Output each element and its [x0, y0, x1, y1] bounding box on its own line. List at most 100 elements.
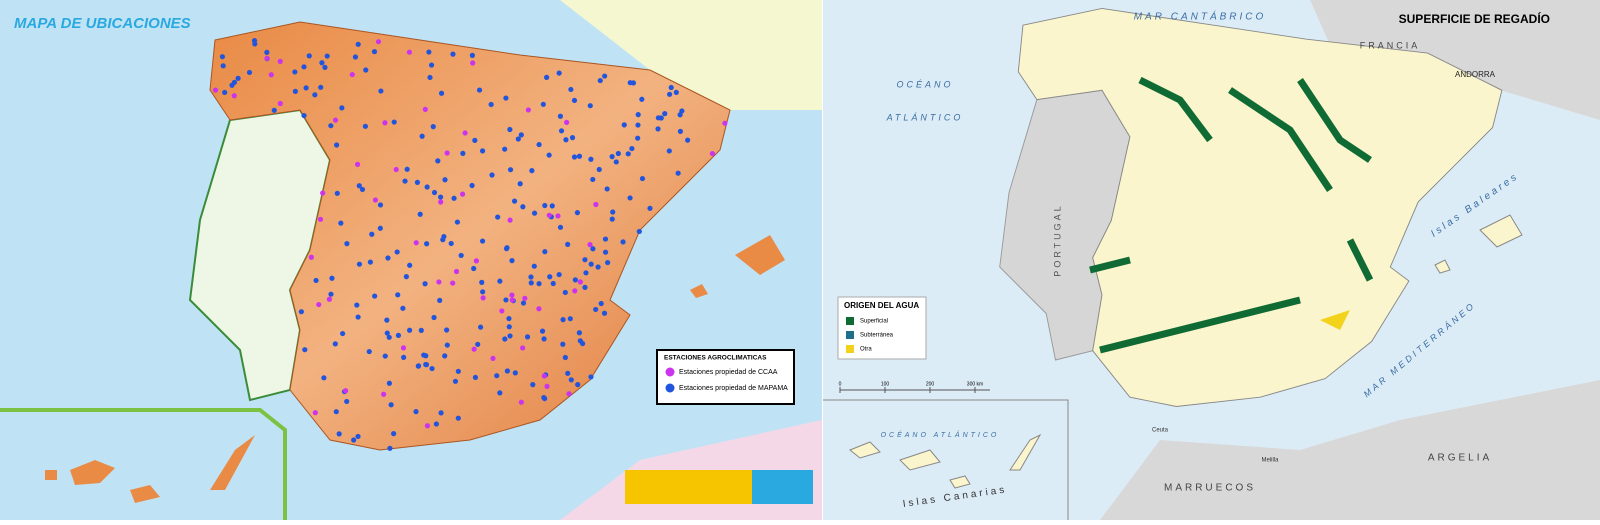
station [539, 328, 546, 334]
station [355, 433, 361, 440]
station [444, 327, 450, 333]
station [601, 310, 608, 316]
station [509, 258, 515, 264]
station [406, 49, 412, 55]
station [371, 49, 378, 55]
station [518, 399, 524, 405]
station [568, 86, 574, 93]
station [312, 92, 318, 98]
station [349, 71, 355, 78]
station [419, 133, 425, 139]
station [509, 292, 515, 298]
station [421, 352, 427, 358]
station [473, 258, 479, 264]
station [344, 398, 350, 405]
station [301, 112, 307, 119]
station [541, 373, 547, 379]
station [479, 148, 486, 154]
station [231, 79, 238, 85]
station [362, 123, 369, 129]
station [407, 327, 413, 333]
station [264, 55, 270, 61]
station [590, 246, 596, 252]
station [625, 151, 631, 157]
station [639, 96, 645, 102]
legend-label: Superficial [860, 319, 888, 325]
station [529, 168, 535, 174]
station [328, 291, 334, 297]
station [367, 259, 373, 265]
station [613, 159, 619, 165]
station [662, 111, 668, 117]
station [547, 274, 553, 280]
station [363, 67, 369, 73]
station [442, 177, 448, 183]
station [435, 158, 441, 164]
station [329, 275, 335, 281]
map-label: ATLÁNTICO [886, 112, 964, 122]
station [312, 410, 318, 416]
station [391, 119, 397, 125]
station [542, 395, 548, 402]
station [384, 317, 390, 323]
station [560, 317, 566, 323]
scale-label: 200 [926, 381, 935, 387]
station [520, 204, 526, 210]
map-label: FRANCIA [1360, 40, 1421, 50]
station [352, 54, 359, 60]
station [354, 302, 360, 308]
station [359, 186, 366, 193]
station [356, 261, 363, 267]
station [385, 255, 391, 261]
station [517, 181, 523, 187]
station [541, 336, 547, 342]
station [436, 279, 442, 285]
station [340, 330, 346, 337]
station [564, 119, 570, 125]
station [437, 297, 443, 304]
station [303, 85, 309, 91]
station [504, 368, 510, 374]
station [488, 101, 494, 108]
station [675, 170, 681, 176]
station [668, 84, 674, 91]
station [433, 421, 440, 427]
station [321, 375, 327, 381]
station [685, 137, 691, 143]
station [536, 141, 542, 148]
station [566, 391, 572, 397]
station [502, 146, 508, 152]
station [356, 183, 362, 189]
station [550, 280, 556, 287]
station [540, 101, 546, 107]
station [673, 89, 679, 95]
france-r [1310, 0, 1600, 120]
station [621, 122, 627, 128]
station [428, 62, 435, 68]
station [572, 277, 578, 283]
station [572, 288, 578, 294]
map-label: OCÉANO [896, 79, 953, 89]
station [635, 135, 641, 141]
station [334, 190, 340, 196]
station [454, 219, 461, 225]
station [444, 342, 450, 348]
map-label: Ceuta [1152, 428, 1169, 434]
station [381, 391, 387, 397]
station [212, 87, 219, 93]
station [322, 64, 328, 71]
station [372, 197, 379, 203]
station [264, 49, 270, 55]
station [231, 93, 237, 99]
station [455, 415, 461, 421]
title-r: SUPERFICIE DE REGADÍO [1399, 11, 1550, 26]
station [384, 330, 390, 336]
station [557, 224, 564, 230]
station [475, 341, 481, 347]
station [557, 113, 564, 119]
title: MAPA DE UBICACIONES [14, 15, 191, 32]
station [571, 97, 578, 104]
station [302, 347, 308, 353]
station [427, 74, 433, 81]
station [587, 103, 593, 109]
